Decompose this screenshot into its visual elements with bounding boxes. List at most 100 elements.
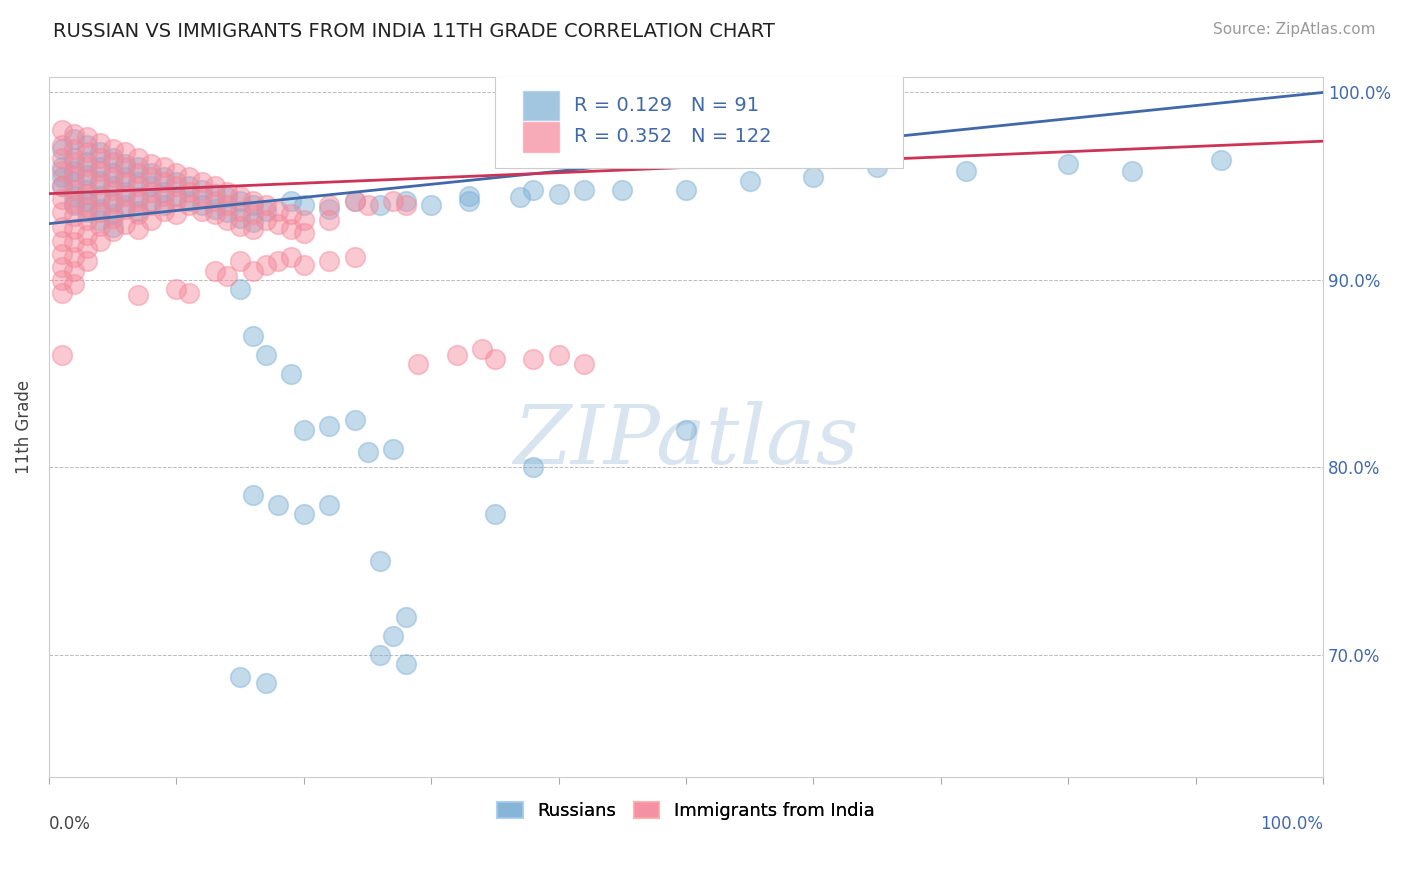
Point — [114, 202, 136, 216]
Point — [395, 194, 418, 209]
Point — [191, 175, 214, 189]
Text: R = 0.129   N = 91: R = 0.129 N = 91 — [574, 96, 759, 115]
Point — [395, 198, 418, 212]
Point — [217, 198, 239, 212]
Point — [76, 130, 98, 145]
Point — [139, 169, 162, 184]
Point — [114, 217, 136, 231]
Text: Source: ZipAtlas.com: Source: ZipAtlas.com — [1212, 22, 1375, 37]
Point — [204, 207, 226, 221]
Point — [356, 445, 378, 459]
Point — [675, 423, 697, 437]
Point — [51, 273, 73, 287]
Point — [139, 185, 162, 199]
Point — [229, 188, 252, 202]
Point — [51, 169, 73, 184]
Point — [76, 227, 98, 242]
Point — [63, 132, 86, 146]
Point — [254, 203, 277, 218]
Point — [318, 202, 340, 216]
Point — [127, 175, 149, 189]
Point — [89, 151, 111, 165]
Point — [267, 217, 290, 231]
Point — [114, 145, 136, 160]
Point — [114, 156, 136, 170]
Point — [343, 413, 366, 427]
Point — [63, 164, 86, 178]
Point — [229, 670, 252, 684]
Point — [471, 343, 494, 357]
Point — [127, 222, 149, 236]
Point — [101, 142, 124, 156]
Point — [547, 348, 569, 362]
Point — [280, 207, 302, 221]
Y-axis label: 11th Grade: 11th Grade — [15, 380, 32, 474]
Point — [63, 188, 86, 202]
Point — [51, 246, 73, 260]
Point — [803, 169, 825, 184]
Point — [368, 554, 391, 568]
Point — [458, 188, 481, 202]
Point — [179, 179, 201, 194]
Point — [127, 161, 149, 175]
Point — [89, 213, 111, 227]
Point — [280, 251, 302, 265]
Point — [179, 185, 201, 199]
Point — [1057, 156, 1080, 170]
Point — [866, 161, 889, 175]
Point — [368, 198, 391, 212]
Point — [101, 220, 124, 235]
Point — [292, 198, 315, 212]
Point — [217, 190, 239, 204]
Point — [51, 179, 73, 194]
Point — [420, 198, 443, 212]
Point — [522, 351, 544, 366]
Point — [179, 198, 201, 212]
Point — [101, 151, 124, 165]
Point — [76, 205, 98, 219]
Point — [318, 419, 340, 434]
Point — [572, 357, 595, 371]
Point — [101, 166, 124, 180]
Point — [63, 198, 86, 212]
Point — [292, 213, 315, 227]
Point — [63, 196, 86, 211]
Point — [254, 258, 277, 272]
Point — [343, 194, 366, 209]
Point — [76, 145, 98, 160]
Point — [89, 173, 111, 187]
Point — [114, 161, 136, 175]
Point — [229, 203, 252, 218]
Point — [76, 159, 98, 173]
Point — [446, 348, 468, 362]
Point — [76, 137, 98, 152]
Point — [76, 241, 98, 255]
Point — [76, 200, 98, 214]
Point — [152, 175, 174, 189]
Point — [217, 269, 239, 284]
Point — [395, 610, 418, 624]
Point — [509, 190, 531, 204]
Point — [51, 220, 73, 235]
Point — [114, 185, 136, 199]
Point — [139, 156, 162, 170]
Point — [382, 194, 405, 209]
Point — [254, 213, 277, 227]
Point — [51, 179, 73, 194]
Point — [51, 123, 73, 137]
Point — [204, 186, 226, 201]
Text: 0.0%: 0.0% — [49, 815, 91, 833]
Point — [318, 198, 340, 212]
Point — [292, 258, 315, 272]
Point — [127, 179, 149, 194]
Point — [1121, 164, 1143, 178]
Point — [280, 367, 302, 381]
Point — [152, 203, 174, 218]
Point — [76, 213, 98, 227]
Point — [191, 183, 214, 197]
Point — [76, 194, 98, 209]
Point — [165, 188, 187, 202]
Point — [101, 154, 124, 169]
Point — [280, 222, 302, 236]
Point — [63, 251, 86, 265]
